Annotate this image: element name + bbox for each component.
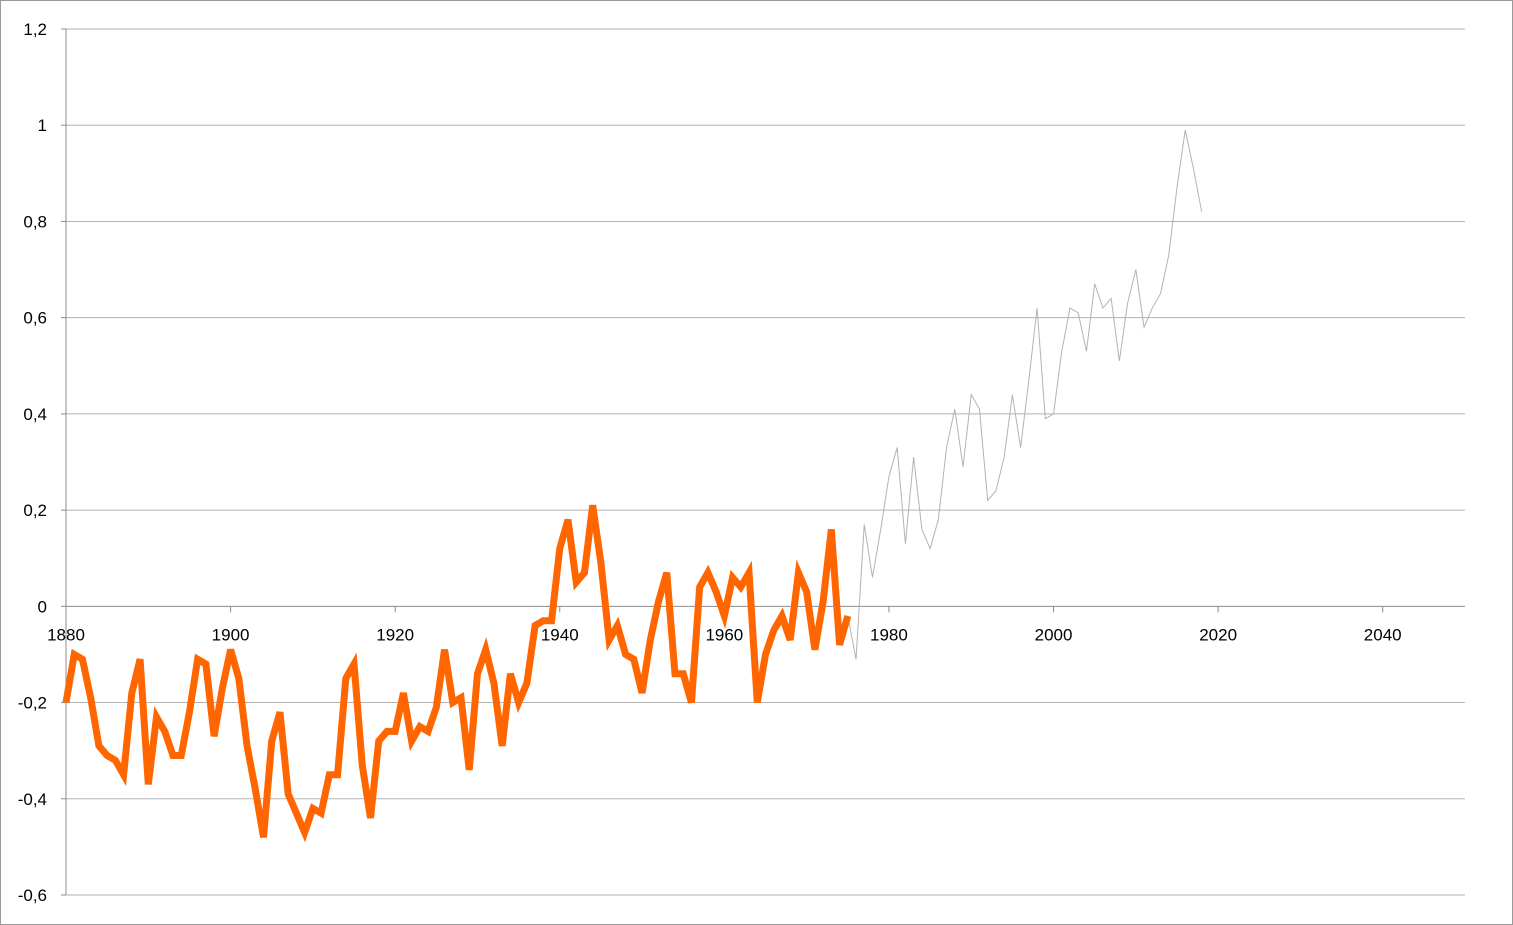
y-tick-label: -0,6 [18,886,47,905]
y-tick-label: -0,4 [18,790,47,809]
y-tick-labels: -0,6 -0,4 -0,2 0 0,2 0,4 0,6 0,8 1 1,2 [18,20,47,905]
gridlines [66,28,1465,896]
y-tick-label: 0,4 [23,405,47,424]
x-tick-label: 2020 [1199,625,1237,644]
x-tick-label: 1900 [212,625,250,644]
x-tick-label: 1940 [541,625,579,644]
x-tick-label: 2040 [1364,625,1402,644]
axes [61,28,1465,896]
x-tick-label: 2000 [1035,625,1073,644]
y-tick-label: 0,2 [23,501,47,520]
series-line-recent [847,129,1203,660]
x-tick-label: 1880 [47,625,85,644]
y-tick-label: -0,2 [18,694,47,713]
y-tick-label: 0,8 [23,212,47,231]
y-tick-label: 1,2 [23,20,47,39]
x-tick-label: 1960 [705,625,743,644]
y-tick-label: 0 [38,597,47,616]
x-tick-label: 1920 [376,625,414,644]
y-tick-label: 0,6 [23,309,47,328]
y-tick-label: 1 [38,116,47,135]
x-tick-labels: 1880 1900 1920 1940 1960 1980 2000 2020 2040 [47,625,1402,644]
x-tick-label: 1980 [870,625,908,644]
series-line-historical [62,504,852,843]
series-lines [62,129,1203,843]
